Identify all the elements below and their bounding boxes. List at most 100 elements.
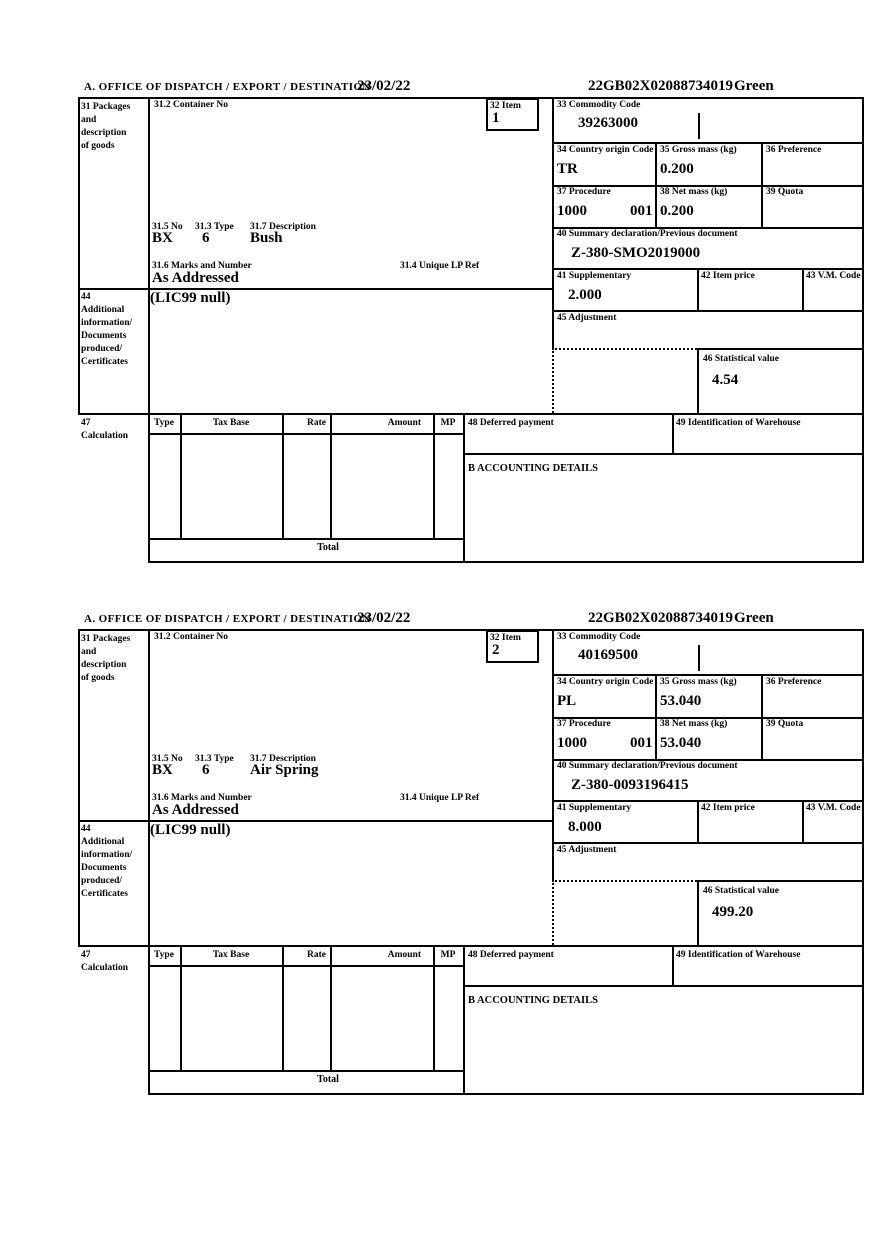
calc-header-mp: MP [440, 950, 456, 960]
statistical-value: 499.20 [712, 904, 754, 920]
net-mass-value: 53.040 [660, 735, 702, 751]
declaration-item-section-1: A. OFFICE OF DISPATCH / EXPORT / DESTINA… [78, 75, 864, 565]
grid-line [552, 759, 864, 761]
packages-description-label: 31 Packages and description of goods [81, 634, 131, 683]
grid-line [552, 227, 864, 229]
commodity-code-separator-tick [698, 113, 700, 139]
deferred-payment-label: 48 Deferred payment [468, 418, 554, 428]
calc-col-line [433, 413, 435, 540]
commodity-code-label: 33 Commodity Code [557, 632, 641, 642]
item-label: 32 Item [490, 101, 521, 111]
grid-line-44-sep [78, 820, 552, 822]
calc-table-left [148, 413, 150, 563]
grid-line-top [78, 97, 864, 99]
package-type-value: 6 [202, 762, 210, 778]
grid-line [552, 800, 864, 802]
grid-line [552, 717, 864, 719]
declaration-reference: 22GB02X02088734019 [588, 78, 734, 94]
grid-line-top [78, 629, 864, 631]
unique-lp-ref-label: 31.4 Unique LP Ref [400, 261, 480, 271]
accounting-details-label: B ACCOUNTING DETAILS [468, 463, 598, 474]
declaration-item-section-2: A. OFFICE OF DISPATCH / EXPORT / DESTINA… [78, 607, 864, 1097]
calc-body-bottom [148, 1070, 465, 1072]
net-mass-label: 38 Net mass (kg) [660, 719, 728, 729]
calc-col-line [180, 413, 182, 540]
routing-status: Green [734, 78, 774, 94]
item-number-box [486, 98, 539, 131]
grid-line [552, 185, 864, 187]
grid-line-label-col [148, 97, 150, 413]
deferred-box-bottom [463, 985, 864, 987]
grid-line-right [862, 97, 864, 413]
grid-line-left [78, 97, 80, 413]
calc-table-left [148, 945, 150, 1095]
grid-line-calc-top [78, 945, 864, 947]
country-origin-value: PL [557, 693, 577, 709]
calc-header-mp: MP [440, 418, 456, 428]
calc-col-line [282, 945, 284, 1072]
grid-line [552, 310, 864, 312]
marks-number-label: 31.6 Marks and Number [152, 793, 252, 803]
grid-line-bottom [148, 1093, 864, 1095]
calc-header-bottom [148, 965, 465, 967]
calc-header-type: Type [154, 950, 174, 960]
dispatch-date: 23/02/22 [357, 610, 411, 626]
marks-number-label: 31.6 Marks and Number [152, 261, 252, 271]
commodity-code-separator-tick [698, 645, 700, 671]
item-label: 32 Item [490, 633, 521, 643]
calc-table-right [463, 945, 465, 1095]
calc-body-bottom [148, 538, 465, 540]
accounting-details-label: B ACCOUNTING DETAILS [468, 995, 598, 1006]
pkg-description-label: 31.7 Description [250, 754, 316, 764]
package-no-value: BX [152, 230, 173, 246]
grid-line-right-lower [862, 945, 864, 1095]
pkg-type-label: 31.3 Type [195, 222, 234, 232]
vm-code-label: 43 V.M. Code [806, 803, 861, 813]
grid-line-left [78, 629, 80, 945]
grid-line [552, 142, 864, 144]
deferred-payment-label: 48 Deferred payment [468, 950, 554, 960]
country-origin-value: TR [557, 161, 578, 177]
calc-header-taxbase: Tax Base [212, 950, 250, 960]
pkg-type-label: 31.3 Type [195, 754, 234, 764]
procedure-value-2: 001 [630, 203, 653, 219]
calc-header-bottom [148, 433, 465, 435]
adjustment-label: 45 Adjustment [557, 845, 617, 855]
dispatch-date: 23/02/22 [357, 78, 411, 94]
gross-mass-value: 53.040 [660, 693, 702, 709]
quota-label: 39 Quota [766, 719, 804, 729]
marks-value: As Addressed [152, 802, 239, 818]
office-of-dispatch-header: A. OFFICE OF DISPATCH / EXPORT / DESTINA… [84, 613, 371, 625]
supplementary-value: 2.000 [568, 287, 602, 303]
additional-info-value: (LIC99 null) [150, 822, 231, 838]
calc-col-line [180, 945, 182, 1072]
adjustment-label: 45 Adjustment [557, 313, 617, 323]
calc-header-taxbase: Tax Base [212, 418, 250, 428]
gross-mass-label: 35 Gross mass (kg) [660, 145, 737, 155]
stat-value-box-top [697, 880, 864, 882]
preference-label: 36 Preference [766, 145, 822, 155]
grid-line [552, 842, 864, 844]
procedure-label: 37 Procedure [557, 187, 611, 197]
grid-line-bottom [148, 561, 864, 563]
calc-header-rate: Rate [307, 418, 326, 428]
calc-col-line [330, 413, 332, 540]
vm-code-label: 43 V.M. Code [806, 271, 861, 281]
commodity-code-label: 33 Commodity Code [557, 100, 641, 110]
statistical-value-label: 46 Statistical value [703, 354, 779, 364]
office-of-dispatch-header: A. OFFICE OF DISPATCH / EXPORT / DESTINA… [84, 81, 371, 93]
calculation-label: 47 Calculation [81, 418, 128, 441]
stat-value-box-top [697, 348, 864, 350]
calc-col-line [330, 945, 332, 1072]
grid-line [697, 268, 699, 312]
gross-mass-label: 35 Gross mass (kg) [660, 677, 737, 687]
item-number-box [486, 630, 539, 663]
deferred-warehouse-divider [672, 945, 674, 987]
grid-line [655, 142, 657, 229]
package-no-value: BX [152, 762, 173, 778]
calculation-label: 47 Calculation [81, 950, 128, 973]
deferred-box-bottom [463, 453, 864, 455]
grid-line-right-lower [862, 413, 864, 563]
additional-information-label: 44 Additional information/ Documents pro… [81, 292, 133, 367]
additional-information-label: 44 Additional information/ Documents pro… [81, 824, 133, 899]
